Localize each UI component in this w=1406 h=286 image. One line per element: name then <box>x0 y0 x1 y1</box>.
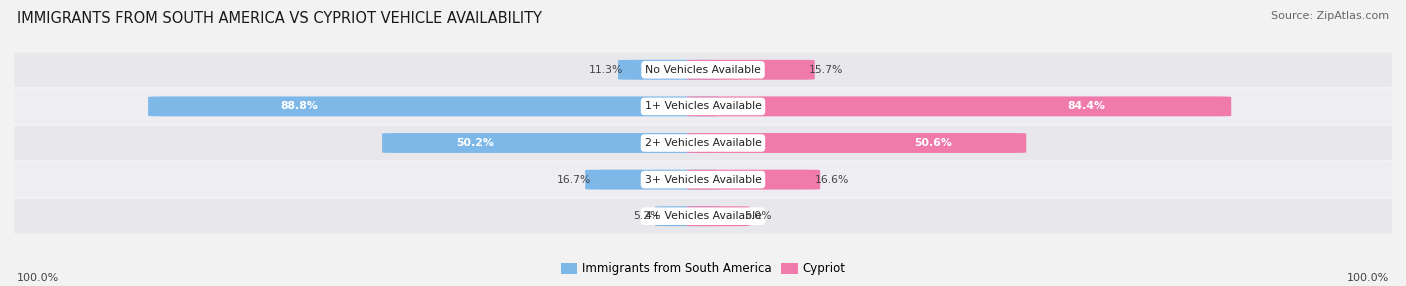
FancyBboxPatch shape <box>14 89 1392 124</box>
FancyBboxPatch shape <box>14 199 1392 233</box>
FancyBboxPatch shape <box>686 170 820 190</box>
FancyBboxPatch shape <box>619 60 720 80</box>
Text: 11.3%: 11.3% <box>589 65 623 75</box>
Text: 5.0%: 5.0% <box>744 211 772 221</box>
Text: 50.6%: 50.6% <box>914 138 952 148</box>
FancyBboxPatch shape <box>14 162 1392 197</box>
FancyBboxPatch shape <box>14 53 1392 87</box>
Text: IMMIGRANTS FROM SOUTH AMERICA VS CYPRIOT VEHICLE AVAILABILITY: IMMIGRANTS FROM SOUTH AMERICA VS CYPRIOT… <box>17 11 541 26</box>
Legend: Immigrants from South America, Cypriot: Immigrants from South America, Cypriot <box>555 258 851 280</box>
FancyBboxPatch shape <box>14 126 1392 160</box>
Text: 100.0%: 100.0% <box>17 273 59 283</box>
Text: 50.2%: 50.2% <box>456 138 494 148</box>
FancyBboxPatch shape <box>382 133 720 153</box>
Text: 88.8%: 88.8% <box>280 102 318 111</box>
Text: 5.2%: 5.2% <box>633 211 661 221</box>
Text: 15.7%: 15.7% <box>810 65 844 75</box>
Text: 4+ Vehicles Available: 4+ Vehicles Available <box>644 211 762 221</box>
Text: 3+ Vehicles Available: 3+ Vehicles Available <box>644 175 762 184</box>
FancyBboxPatch shape <box>686 133 1026 153</box>
Text: Source: ZipAtlas.com: Source: ZipAtlas.com <box>1271 11 1389 21</box>
Text: 84.4%: 84.4% <box>1067 102 1105 111</box>
FancyBboxPatch shape <box>585 170 720 190</box>
Text: 2+ Vehicles Available: 2+ Vehicles Available <box>644 138 762 148</box>
Text: 1+ Vehicles Available: 1+ Vehicles Available <box>644 102 762 111</box>
FancyBboxPatch shape <box>686 60 814 80</box>
FancyBboxPatch shape <box>148 96 720 116</box>
FancyBboxPatch shape <box>686 206 749 226</box>
FancyBboxPatch shape <box>686 96 1232 116</box>
Text: 16.7%: 16.7% <box>557 175 591 184</box>
Text: 100.0%: 100.0% <box>1347 273 1389 283</box>
Text: 16.6%: 16.6% <box>814 175 849 184</box>
FancyBboxPatch shape <box>655 206 720 226</box>
Text: No Vehicles Available: No Vehicles Available <box>645 65 761 75</box>
